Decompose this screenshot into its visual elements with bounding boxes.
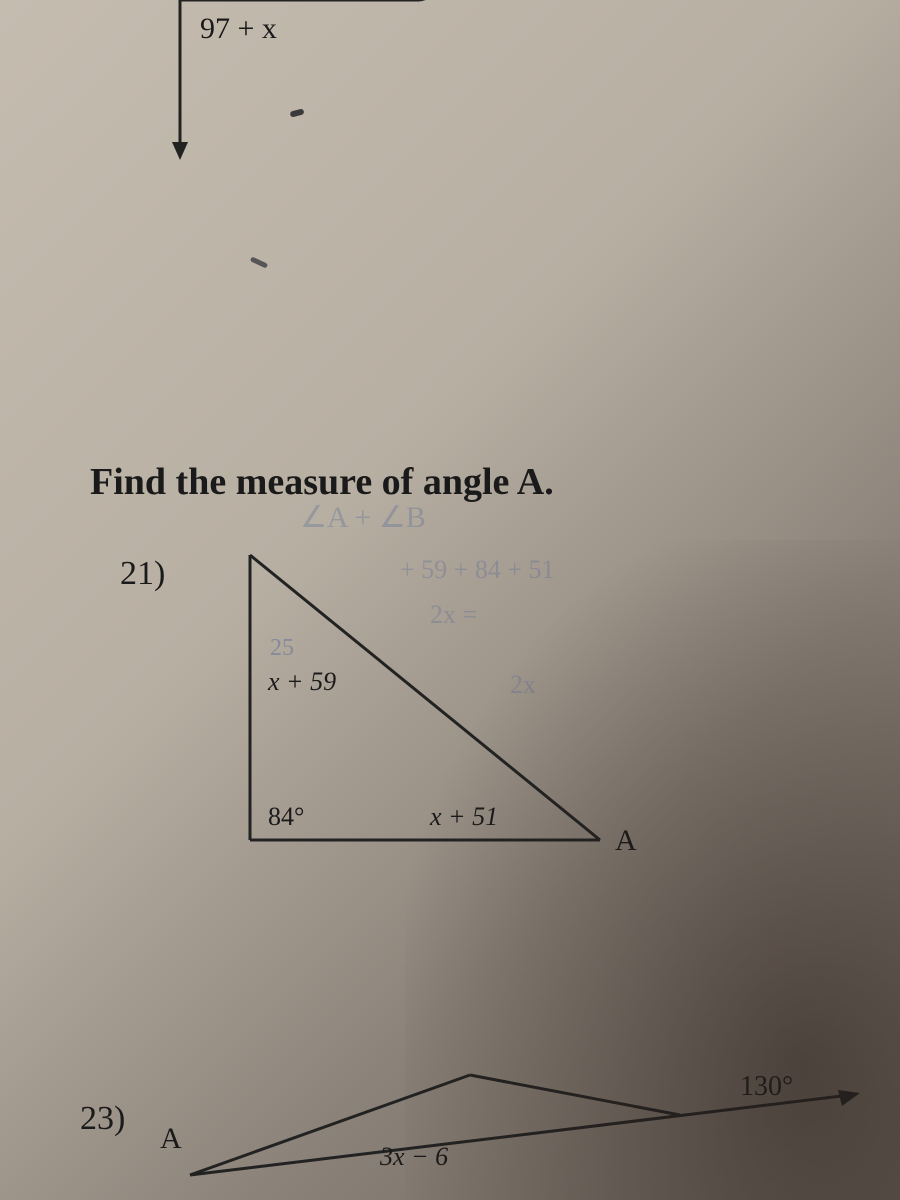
prev-problem-figure: 97 + x <box>0 0 900 200</box>
stray-mark-2 <box>250 256 268 268</box>
scribble-line3: 2x = <box>430 600 477 630</box>
worksheet-page: 97 + x Find the measure of angle A. ∠A +… <box>0 0 900 1200</box>
prev-problem-label: 97 + x <box>200 12 277 45</box>
handwritten-25: 25 <box>270 635 294 661</box>
angle-br-label: x + 51 <box>429 802 498 831</box>
vertex-a-label-23: A <box>160 1122 182 1155</box>
problem-21-number: 21) <box>120 555 165 593</box>
problem-23-number: 23) <box>80 1100 125 1138</box>
photo-shadow <box>405 540 900 1200</box>
angle-bl-label: 84° <box>268 802 304 831</box>
angle-exterior-label-23: 130° <box>740 1071 793 1102</box>
scribble-line2: + 59 + 84 + 51 <box>400 555 555 585</box>
scribble-line1: ∠A + ∠B <box>300 500 426 535</box>
scribble-line4: 2x <box>510 670 536 700</box>
angle-bottom-label-23: 3x − 6 <box>379 1142 448 1171</box>
angle-top-label: x + 59 <box>267 667 336 696</box>
section-title: Find the measure of angle A. <box>90 460 554 504</box>
vertex-a-label-21: A <box>615 824 637 857</box>
